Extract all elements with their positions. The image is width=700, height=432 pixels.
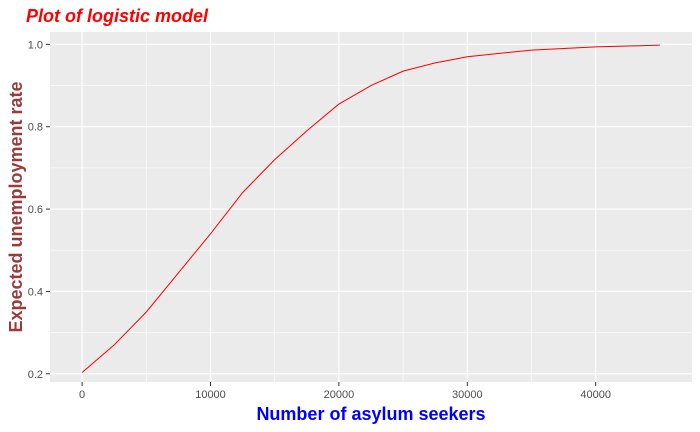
x-tick-label: 30000 — [452, 389, 483, 401]
grid-minor — [50, 32, 692, 382]
y-tick-label: 0.8 — [28, 122, 43, 134]
x-tick-label: 20000 — [324, 389, 355, 401]
y-axis-ticks: 0.2 0.4 0.6 0.8 1.0 — [28, 39, 50, 381]
y-tick-label: 0.2 — [28, 369, 43, 381]
x-tick-label: 10000 — [195, 389, 226, 401]
chart-title: Plot of logistic model — [26, 6, 209, 26]
x-tick-label: 0 — [79, 389, 85, 401]
y-tick-label: 1.0 — [28, 39, 43, 51]
grid-major — [50, 32, 692, 382]
series-line — [81, 44, 660, 373]
series-layer — [81, 44, 660, 373]
plot-panel — [50, 32, 692, 382]
y-tick-label: 0.6 — [28, 204, 43, 216]
x-axis-ticks: 0 10000 20000 30000 40000 — [79, 382, 611, 401]
x-axis-label: Number of asylum seekers — [256, 404, 485, 424]
y-tick-label: 0.4 — [28, 286, 43, 298]
x-tick-label: 40000 — [580, 389, 611, 401]
y-axis-label: Expected unemployment rate — [6, 81, 26, 332]
